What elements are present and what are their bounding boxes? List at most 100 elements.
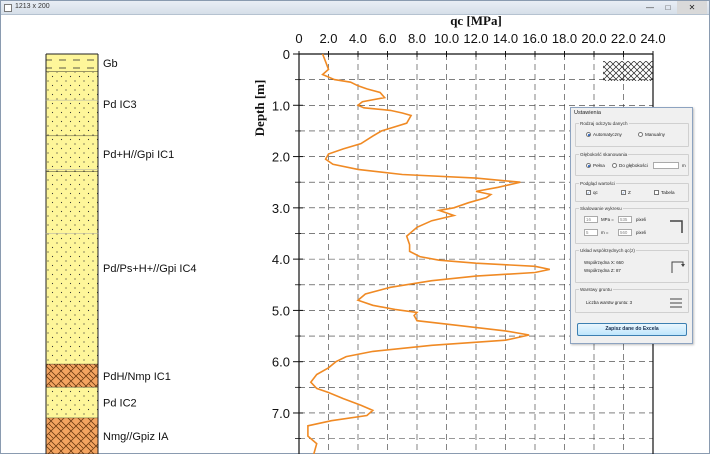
y-tick-label-5: 5.0 <box>272 303 290 318</box>
x-tick-label-5: 10.0 <box>434 31 459 46</box>
scale-mpa-unit: MPa = <box>601 217 614 222</box>
table-option[interactable]: Tabela <box>654 190 675 195</box>
coordinate-system-group: Układ współrzędnych qc(z) Współrzędna X:… <box>575 248 689 283</box>
x-tick-label-6: 12.0 <box>463 31 488 46</box>
to-depth-label: Do głębokości <box>619 163 648 168</box>
manual-radio[interactable] <box>638 132 643 137</box>
cpt-chart: Gb Pd IC3 Pd+H//Gpi IC1 Pd/Ps+H+//Gpi IC4 Pd… <box>45 16 666 454</box>
y-tick-label-6: 6.0 <box>272 355 290 370</box>
x-tick-label-9: 18.0 <box>552 31 577 46</box>
x-tick-label-2: 4.0 <box>349 31 367 46</box>
to-depth-option[interactable]: Do głębokości <box>612 163 648 168</box>
close-button[interactable]: ✕ <box>677 1 707 14</box>
soil-layers-count: Liczba warstw gruntu: 3 <box>586 300 633 305</box>
y-tick-label-3: 3.0 <box>272 201 290 216</box>
depth-unit: m <box>682 163 686 168</box>
chart-canvas: Gb Pd IC3 Pd+H//Gpi IC1 Pd/Ps+H+//Gpi IC4 Pd… <box>1 16 709 454</box>
chart-title: qc [MPa] <box>450 16 502 28</box>
z-checkbox[interactable]: ✓ <box>621 190 626 195</box>
x-tick-label-12: 24.0 <box>640 31 665 46</box>
scale-mpa-input[interactable]: 16 <box>584 216 598 223</box>
qc-series-line <box>307 53 550 454</box>
settings-panel: Ustawienia Rodzaj odczytu danych Automat… <box>570 107 693 344</box>
hatched-marker <box>603 61 653 81</box>
soil-layer-2 <box>46 136 98 172</box>
soil-column <box>45 53 99 454</box>
z-label: Z <box>628 190 631 195</box>
manual-option[interactable]: Manualny <box>638 132 665 137</box>
scale-m-input[interactable]: 5 <box>584 229 598 236</box>
full-depth-option[interactable]: Pełna <box>586 163 605 168</box>
qc-label: qc <box>593 190 598 195</box>
x-tick-label-4: 8.0 <box>408 31 426 46</box>
scan-depth-group: Głębokość skanowania Pełna Do głębokości… <box>575 152 689 176</box>
reading-type-label: Rodzaj odczytu danych <box>579 121 629 126</box>
window-title: 1213 x 200 <box>15 3 50 10</box>
coord-x-value: Współrzędna X: 660 <box>584 260 624 265</box>
soil-labels: Gb Pd IC3 Pd+H//Gpi IC1 Pd/Ps+H+//Gpi IC4 Pd… <box>103 58 197 443</box>
x-tick-label-0: 0 <box>295 31 302 46</box>
scale-m-unit: m = <box>601 230 609 235</box>
soil-layer-1 <box>46 71 98 137</box>
soil-layer-5 <box>46 387 98 419</box>
y-tick-label-0: 0 <box>283 47 290 62</box>
app-icon <box>4 4 12 12</box>
soil-layer-label-3: Pd/Ps+H+//Gpi IC4 <box>103 263 197 275</box>
x-tick-label-7: 14.0 <box>493 31 518 46</box>
soil-layer-4 <box>46 364 98 388</box>
auto-radio[interactable] <box>586 132 591 137</box>
coord-z-value: Współrzędna Z: 87 <box>584 268 621 273</box>
y-tick-label-2: 2.0 <box>272 150 290 165</box>
full-depth-radio[interactable] <box>586 163 591 168</box>
qc-option[interactable]: ✓ qc <box>586 190 598 195</box>
qc-checkbox[interactable]: ✓ <box>586 190 591 195</box>
settings-title: Ustawienia <box>574 110 601 116</box>
scale-px-unit-2: pixeli <box>636 230 647 235</box>
chart-scale-label: Skalowanie wykresu <box>579 206 623 211</box>
table-label: Tabela <box>661 190 675 195</box>
y-tick-label-4: 4.0 <box>272 252 290 267</box>
x-tick-label-8: 16.0 <box>522 31 547 46</box>
soil-layer-label-1: Pd IC3 <box>103 99 137 111</box>
soil-layer-label-5: Pd IC2 <box>103 398 137 410</box>
scale-icon <box>670 220 683 233</box>
scale-mpa-px-input[interactable]: 535 <box>618 216 632 223</box>
soil-layer-label-6: Nmg//Gpiz IA <box>103 431 169 443</box>
manual-label: Manualny <box>645 132 665 137</box>
minimize-button[interactable]: — <box>646 3 654 12</box>
y-tick-label-1: 1.0 <box>272 98 290 113</box>
chart-ticks: 0 2.0 4.0 6.0 8.0 10.0 12.0 14.0 16.0 18.0 20.0 22.… <box>272 31 666 440</box>
coordinate-axes-icon <box>671 261 685 273</box>
soil-layer-label-4: PdH/Nmp IC1 <box>103 371 171 383</box>
maximize-button[interactable]: □ <box>665 3 671 12</box>
title-bar: 1213 x 200 — □ ✕ <box>1 1 709 15</box>
save-to-excel-button[interactable]: Zapisz dane do Excela <box>577 323 687 336</box>
to-depth-radio[interactable] <box>612 163 617 168</box>
soil-layer-label-2: Pd+H//Gpi IC1 <box>103 149 174 161</box>
z-option[interactable]: ✓ Z <box>621 190 631 195</box>
value-preview-label: Podgląd wartości <box>579 181 616 186</box>
depth-input[interactable] <box>653 162 679 169</box>
soil-layer-0 <box>46 54 98 72</box>
table-checkbox[interactable] <box>654 190 659 195</box>
scale-m-px-input[interactable]: 560 <box>618 229 632 236</box>
value-preview-group: Podgląd wartości ✓ qc ✓ Z Tabela <box>575 181 689 202</box>
soil-layer-label-0: Gb <box>103 58 118 70</box>
soil-layer-6 <box>46 418 98 454</box>
y-tick-label-7: 7.0 <box>272 406 290 421</box>
soil-layer-3 <box>46 171 98 365</box>
x-tick-label-3: 6.0 <box>378 31 396 46</box>
soil-layers-label: Warstwy gruntu <box>579 287 613 292</box>
scan-depth-label: Głębokość skanowania <box>579 152 629 157</box>
x-tick-label-10: 20.0 <box>581 31 606 46</box>
layers-icon <box>670 298 682 308</box>
full-depth-label: Pełna <box>593 163 605 168</box>
scale-px-unit-1: pixeli <box>636 217 647 222</box>
coordinate-system-label: Układ współrzędnych qc(z) <box>579 248 636 253</box>
x-tick-label-11: 22.0 <box>611 31 636 46</box>
auto-option[interactable]: Automatyczny <box>586 132 622 137</box>
soil-layers-group: Warstwy gruntu Liczba warstw gruntu: 3 <box>575 287 689 313</box>
x-tick-label-1: 2.0 <box>319 31 337 46</box>
auto-label: Automatyczny <box>593 132 622 137</box>
